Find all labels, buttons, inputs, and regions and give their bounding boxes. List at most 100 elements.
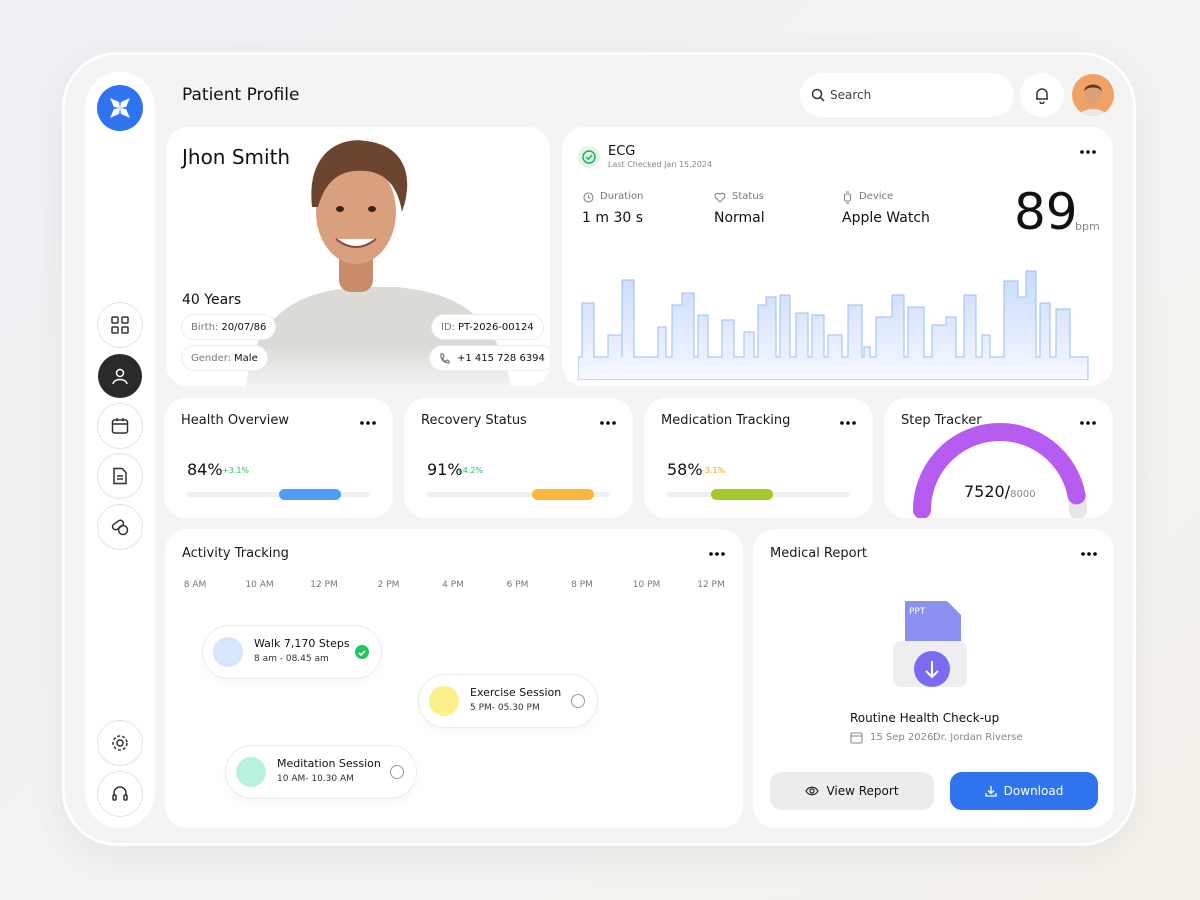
event-time: 10 AM- 10.30 AM bbox=[277, 774, 354, 784]
dot bbox=[360, 421, 364, 425]
phone-value: +1 415 728 6394 bbox=[457, 352, 545, 364]
metric-change: -3.1% bbox=[702, 466, 726, 475]
event-time: 5 PM- 05.30 PM bbox=[470, 703, 540, 713]
duration-icon bbox=[583, 192, 594, 203]
device-value: Apple Watch bbox=[842, 210, 930, 226]
nav-support[interactable] bbox=[98, 772, 142, 816]
metric-title: Medication Tracking bbox=[661, 413, 791, 428]
notifications[interactable] bbox=[1020, 73, 1064, 117]
steps-count: 7520/ bbox=[964, 482, 1011, 501]
event-status bbox=[571, 694, 585, 708]
id-value: PT-2026-00124 bbox=[458, 321, 534, 333]
time-label: 6 PM bbox=[507, 580, 529, 590]
birth-label: Birth: bbox=[191, 321, 219, 333]
more-menu[interactable] bbox=[360, 420, 376, 426]
status-icon bbox=[714, 192, 726, 203]
profile-card: Jhon Smith 40 Years Birth: 20/07/86 Gende… bbox=[166, 127, 550, 386]
more-menu[interactable] bbox=[840, 420, 856, 426]
metric-title: Recovery Status bbox=[421, 413, 527, 428]
patient-name: Jhon Smith bbox=[182, 145, 291, 169]
id-label: ID: bbox=[441, 321, 456, 333]
nav-calendar[interactable] bbox=[98, 404, 142, 448]
activity-event[interactable]: Meditation Session 10 AM- 10.30 AM bbox=[226, 746, 416, 798]
logo[interactable] bbox=[97, 85, 143, 131]
dot bbox=[1092, 421, 1096, 425]
more-menu[interactable] bbox=[709, 551, 725, 557]
heart-rate-unit: bpm bbox=[1075, 220, 1100, 233]
view-report-label: View Report bbox=[826, 784, 899, 798]
nav-profile[interactable] bbox=[98, 354, 142, 398]
dot bbox=[852, 421, 856, 425]
ecg-status-icon bbox=[578, 146, 600, 168]
activity-event[interactable]: Exercise Session 5 PM- 05.30 PM bbox=[419, 675, 597, 727]
steps-value: 7520/8000 bbox=[964, 482, 1036, 501]
id-chip: ID: PT-2026-00124 bbox=[432, 315, 543, 339]
event-title: Meditation Session bbox=[277, 757, 381, 770]
patient-age: 40 Years bbox=[182, 292, 242, 308]
user-avatar[interactable] bbox=[1072, 74, 1114, 116]
time-label: 10 PM bbox=[633, 580, 661, 590]
more-menu[interactable] bbox=[600, 420, 616, 426]
nav-dashboard[interactable] bbox=[98, 303, 142, 347]
ecg-card: ECG Last Checked Jan 15,2024 Duration 1 … bbox=[562, 127, 1113, 386]
ecg-last-checked: Last Checked Jan 15,2024 bbox=[608, 160, 713, 169]
more-menu[interactable] bbox=[1080, 420, 1096, 426]
page-title: Patient Profile bbox=[182, 85, 300, 105]
report-doctor: Dr. Jordan Riverse bbox=[933, 732, 1023, 743]
gender-chip: Gender: Male bbox=[182, 346, 267, 370]
dot bbox=[372, 421, 376, 425]
device-icon bbox=[843, 191, 852, 204]
metric-value: 84% bbox=[187, 460, 223, 479]
metric-card: Medication Tracking 58% -3.1% bbox=[644, 398, 873, 518]
event-icon bbox=[429, 686, 459, 716]
activity-title: Activity Tracking bbox=[182, 546, 289, 561]
dot bbox=[366, 421, 370, 425]
metric-card: Health Overview 84% +3.1% bbox=[164, 398, 393, 518]
time-label: 10 AM bbox=[245, 580, 273, 590]
report-date: 15 Sep 2026 bbox=[870, 732, 934, 743]
time-label: 12 PM bbox=[310, 580, 338, 590]
download-button[interactable]: Download bbox=[950, 772, 1098, 810]
search-box[interactable]: Search bbox=[800, 73, 1014, 117]
download-label: Download bbox=[1003, 784, 1064, 798]
status-value: Normal bbox=[714, 210, 765, 226]
dot bbox=[840, 421, 844, 425]
event-status bbox=[355, 645, 369, 659]
search-icon bbox=[811, 88, 825, 102]
dot bbox=[1080, 421, 1084, 425]
duration-value: 1 m 30 s bbox=[582, 210, 644, 226]
activity-card: Activity Tracking 8 AM 10 AM 12 PM 2 PM 4 PM… bbox=[165, 529, 743, 828]
report-title: Medical Report bbox=[770, 546, 868, 561]
time-label: 8 AM bbox=[184, 580, 207, 590]
activity-event[interactable]: Walk 7,170 Steps 8 am - 08.45 am bbox=[203, 626, 381, 678]
ecg-title: ECG bbox=[608, 144, 636, 159]
metric-card: Recovery Status 91% +4.2% bbox=[404, 398, 633, 518]
phone-chip: +1 415 728 6394 bbox=[430, 346, 550, 370]
nav-settings[interactable] bbox=[98, 721, 142, 765]
nav-medication[interactable] bbox=[98, 505, 142, 549]
more-menu[interactable] bbox=[1080, 149, 1096, 155]
metric-change: +3.1% bbox=[222, 466, 250, 475]
dot bbox=[846, 421, 850, 425]
more-menu[interactable] bbox=[1081, 551, 1097, 557]
file-type: PPT bbox=[909, 607, 926, 617]
dot bbox=[600, 421, 604, 425]
step-gauge bbox=[913, 423, 1087, 518]
progress-track bbox=[187, 492, 370, 497]
device-label: Device bbox=[859, 191, 894, 202]
progress-track bbox=[427, 492, 610, 497]
metric-change: +4.2% bbox=[456, 466, 484, 475]
view-report-button[interactable]: View Report bbox=[770, 772, 934, 810]
calendar-icon bbox=[850, 732, 863, 744]
event-status bbox=[390, 765, 404, 779]
gauge-fill bbox=[913, 423, 1086, 518]
dot bbox=[612, 421, 616, 425]
step-tracker-card: Step Tracker 7520/8000 bbox=[884, 398, 1113, 518]
metric-value: 91% bbox=[427, 460, 463, 479]
event-title: Walk 7,170 Steps bbox=[254, 637, 350, 650]
metric-title: Health Overview bbox=[181, 413, 290, 428]
time-label: 12 PM bbox=[697, 580, 725, 590]
status-label: Status bbox=[732, 191, 764, 202]
nav-documents[interactable] bbox=[98, 454, 142, 498]
